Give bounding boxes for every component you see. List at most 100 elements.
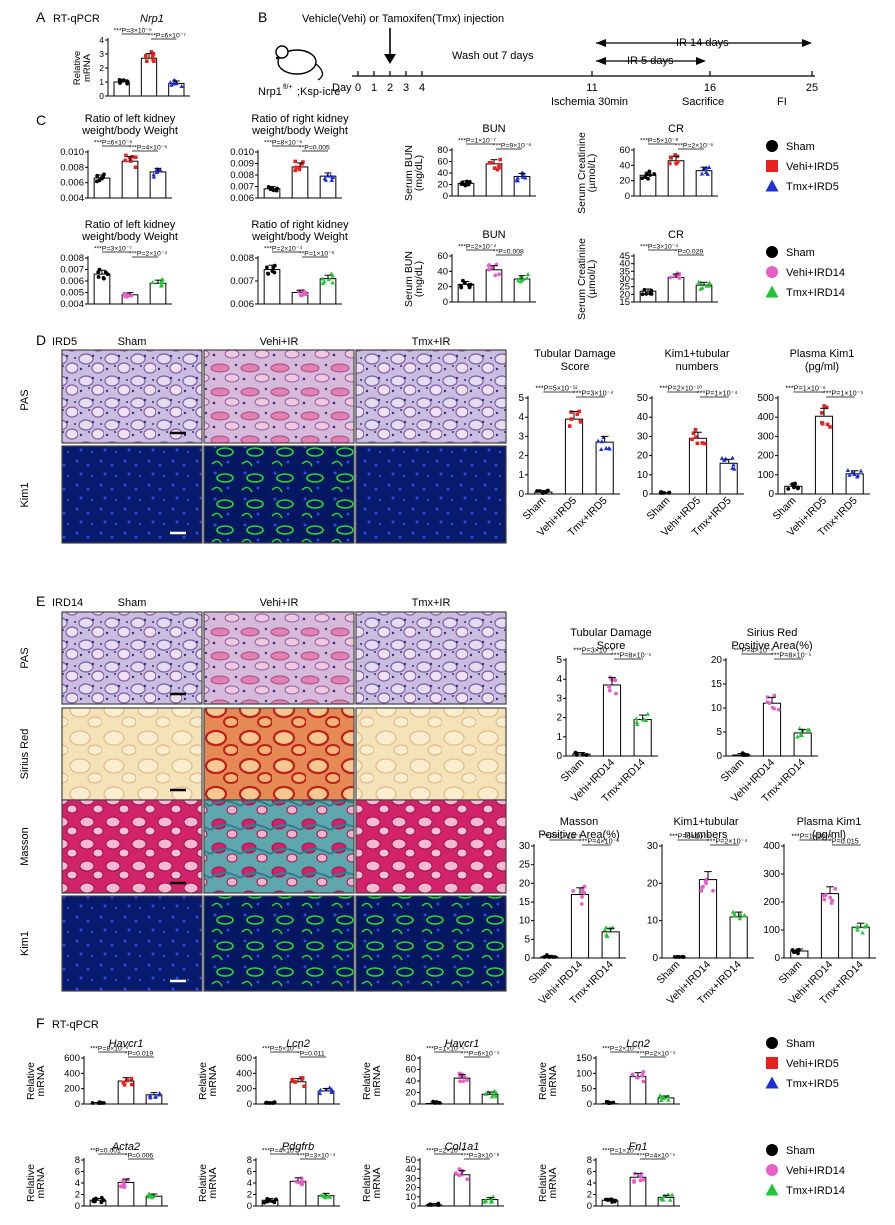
y-tick-label: 0 (443, 297, 448, 308)
data-point (792, 485, 796, 490)
data-point (770, 705, 775, 710)
y-tick-label: 0.008 (60, 253, 84, 264)
y-tick-label: 400 (236, 1068, 252, 1079)
y-tick-label: 20 (405, 1088, 416, 1099)
column-header: Vehi+IR (260, 336, 299, 348)
y-tick-label: 0.007 (230, 276, 254, 287)
data-point (700, 285, 705, 290)
data-point (796, 951, 800, 956)
data-point (824, 405, 829, 410)
data-point (695, 441, 700, 446)
gene-name: Havcr1 (445, 1038, 480, 1050)
y-tick-label: 6 (587, 1167, 592, 1178)
legend-marker (766, 1164, 778, 1176)
y-tick-label: 5 (716, 727, 722, 738)
data-point (294, 1179, 299, 1184)
chart-title: (pg/ml) (812, 829, 846, 841)
micrograph-image (355, 611, 507, 705)
data-point (540, 491, 545, 495)
data-point (330, 280, 335, 285)
y-tick-label: 0.006 (230, 193, 254, 204)
data-point (668, 275, 673, 280)
y-axis-label: (mg/dL) (413, 261, 425, 297)
x-tick-label: Sham (521, 494, 549, 522)
data-point (294, 165, 299, 170)
panel-letter: C (36, 112, 46, 128)
bar (695, 170, 713, 197)
legend-label: Vehi+IRD14 (786, 267, 845, 279)
y-axis-label: (µmol/L) (586, 154, 598, 193)
legend-marker (765, 1076, 779, 1089)
data-point (96, 275, 101, 279)
data-point (274, 188, 279, 193)
gene-name: Col1a1 (445, 1141, 480, 1153)
data-point (144, 59, 149, 63)
data-point (461, 1079, 466, 1084)
y-tick-label: 0 (587, 1099, 592, 1110)
data-point (487, 263, 491, 267)
y-tick-label: 20 (519, 878, 531, 889)
data-point (121, 78, 126, 83)
data-point (129, 293, 134, 298)
data-point (645, 711, 651, 716)
chart-title: Tubular Damage (570, 627, 652, 639)
bar (564, 418, 584, 495)
data-point (120, 1184, 125, 1189)
sig-label: ***P=1×10⁻⁷ (458, 138, 496, 145)
data-point (641, 1177, 646, 1182)
y-axis-label: Relative (25, 1062, 37, 1100)
x-tick-label: Sham (527, 958, 555, 986)
y-tick-label: 400 (763, 841, 780, 852)
y-tick-label: 30 (647, 841, 659, 852)
y-tick-label: 400 (757, 412, 774, 423)
data-point (569, 410, 573, 414)
data-point (696, 279, 701, 284)
data-point (459, 284, 463, 289)
y-axis-label: Serum BUN (403, 145, 415, 201)
data-point (574, 753, 579, 757)
sig-label: ***P=2×10⁻⁹ (426, 1148, 464, 1155)
y-tick-label: 2 (247, 1190, 252, 1201)
chart-title: CR (668, 229, 684, 241)
y-tick-label: 150 (576, 1053, 592, 1064)
chart-title: Score (561, 361, 590, 373)
data-point (644, 172, 649, 177)
data-point (638, 1178, 643, 1183)
panel-letter: A (36, 9, 46, 25)
data-point (101, 1198, 106, 1203)
sig-label: ***P=1×10⁻⁵ (426, 1046, 464, 1053)
arrow-head (696, 57, 706, 65)
y-tick-label: 0.010 (230, 147, 254, 158)
sig-label: ***P=6×10⁻⁷ (148, 33, 186, 40)
data-point (635, 1075, 640, 1080)
data-point (91, 1199, 96, 1204)
data-point (157, 1091, 162, 1096)
y-tick-label: 100 (576, 1068, 592, 1079)
micrograph-d-pas-tmx (355, 349, 507, 444)
row-label: PAS (19, 389, 31, 410)
legend-marker (765, 285, 779, 298)
y-tick-label: 600 (64, 1053, 80, 1064)
bar (602, 684, 622, 757)
data-point (668, 1197, 673, 1202)
data-point (699, 171, 705, 176)
data-point (264, 1100, 269, 1105)
data-point (855, 473, 861, 478)
sig-label: ***P=3×10⁻⁸ (461, 1153, 499, 1160)
data-point (674, 161, 678, 166)
sig-label: ***P=4×10⁻⁵ (262, 1148, 300, 1155)
data-point (326, 277, 332, 282)
data-point (123, 158, 128, 163)
y-tick-label: 0 (587, 1201, 592, 1212)
y-tick-label: 20 (619, 289, 630, 300)
data-point (497, 163, 501, 168)
legend-label: Tmx+IRD5 (786, 181, 839, 193)
data-point (130, 1082, 134, 1087)
legend-marker (766, 1144, 778, 1156)
data-point (822, 404, 826, 408)
y-tick-label: 0.007 (60, 265, 84, 276)
data-point (786, 486, 791, 491)
data-point (606, 446, 612, 451)
data-point (796, 486, 800, 491)
